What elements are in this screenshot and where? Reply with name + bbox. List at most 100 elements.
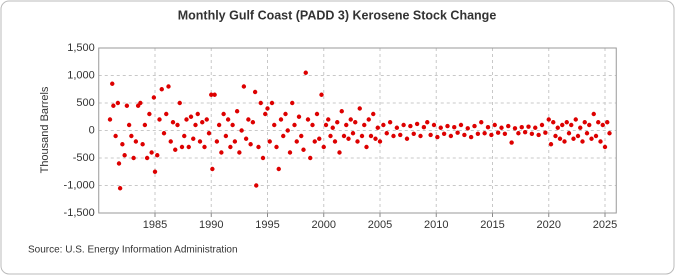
point [283, 111, 288, 117]
point [305, 117, 311, 122]
point [188, 114, 194, 119]
point [489, 132, 494, 138]
point [225, 117, 231, 122]
point [502, 131, 508, 136]
point [131, 155, 136, 161]
point [344, 122, 349, 128]
point [310, 122, 315, 128]
point [237, 150, 242, 155]
point [223, 133, 229, 139]
point [326, 117, 331, 122]
point [408, 123, 413, 129]
point [166, 84, 171, 89]
point [228, 144, 233, 150]
point [391, 133, 396, 139]
point [425, 120, 430, 125]
point [216, 122, 222, 128]
point [161, 131, 167, 136]
point [260, 155, 266, 161]
point [337, 150, 342, 155]
point [202, 144, 207, 150]
point [335, 120, 340, 125]
point [600, 122, 605, 128]
point [250, 120, 256, 125]
point [355, 139, 360, 144]
point [341, 133, 347, 139]
point [398, 132, 403, 138]
point [377, 139, 383, 144]
x-tick-label: 2010 [424, 219, 448, 231]
point [281, 133, 286, 139]
point [353, 120, 358, 125]
point [152, 169, 158, 174]
point [278, 117, 284, 122]
point [256, 144, 261, 150]
point [569, 122, 574, 128]
point [445, 123, 450, 129]
point [401, 122, 406, 128]
y-tick-label: 1,500 [67, 42, 95, 54]
point [299, 133, 304, 139]
point [475, 131, 481, 136]
x-tick-label: 1985 [143, 219, 167, 231]
point [516, 131, 521, 136]
point [159, 87, 164, 92]
point [144, 155, 150, 161]
point [232, 139, 238, 144]
point [204, 117, 209, 122]
point [197, 139, 203, 144]
x-tick-label: 2020 [537, 219, 561, 231]
point [522, 129, 528, 135]
point [548, 142, 554, 147]
point [602, 144, 608, 150]
point [116, 161, 122, 166]
point [539, 122, 545, 128]
point [328, 133, 333, 139]
point [526, 124, 531, 129]
point [252, 89, 258, 95]
point [138, 100, 143, 106]
point [124, 103, 130, 108]
point [129, 133, 134, 139]
point [177, 100, 182, 106]
point [543, 130, 548, 135]
point [455, 130, 460, 135]
point [230, 122, 235, 128]
point [553, 133, 558, 139]
point [357, 106, 362, 111]
point [269, 100, 275, 106]
point [243, 136, 249, 141]
point [234, 109, 240, 114]
point [557, 136, 563, 141]
point [120, 142, 125, 147]
point [292, 122, 297, 128]
point [157, 117, 162, 122]
point [593, 133, 599, 139]
point [290, 100, 295, 106]
point [294, 139, 299, 144]
point [506, 123, 511, 129]
point [482, 131, 487, 136]
y-axis-label: Thousand Barrels [39, 86, 51, 173]
y-tick-label: -1,000 [64, 179, 95, 191]
point [212, 92, 217, 97]
point [479, 120, 484, 125]
point [519, 125, 524, 130]
point [589, 136, 594, 141]
y-tick-label: 1,000 [67, 69, 95, 81]
point [265, 106, 270, 111]
x-tick-label: 2005 [368, 219, 392, 231]
y-tick-label: 0 [89, 124, 95, 136]
point [339, 109, 344, 114]
point [191, 136, 196, 141]
point [179, 144, 185, 150]
point [330, 125, 335, 130]
point [578, 125, 583, 130]
point [564, 120, 569, 125]
point [368, 133, 374, 139]
point [529, 131, 535, 136]
point [458, 122, 464, 128]
point [580, 139, 585, 144]
point [509, 140, 514, 145]
